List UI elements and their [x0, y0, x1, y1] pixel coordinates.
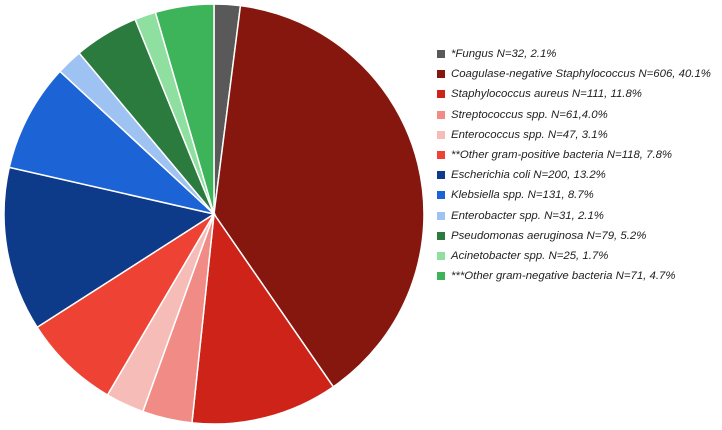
legend-item: Enterobacter spp. N=31, 2.1% — [437, 206, 711, 226]
legend-label: **Other gram-positive bacteria N=118, 7.… — [451, 149, 673, 162]
legend-item: Coagulase-negative Staphylococcus N=606,… — [437, 64, 711, 84]
pie-slice — [154, 3, 215, 215]
legend-item: Staphylococcus aureus N=111, 11.8% — [437, 84, 711, 104]
legend-label: Klebsiella spp. N=131, 8.7% — [451, 189, 594, 202]
legend-swatch — [437, 171, 445, 180]
legend-swatch — [437, 211, 445, 220]
pie-slice — [213, 4, 425, 388]
legend-swatch — [437, 90, 445, 99]
chart-legend: *Fungus N=32, 2.1% Coagulase-negative Sta… — [437, 44, 711, 286]
legend-swatch — [437, 191, 445, 200]
legend-item: Streptococcus spp. N=61,4.0% — [437, 105, 711, 125]
pie-slice — [3, 166, 216, 329]
legend-item: **Other gram-positive bacteria N=118, 7.… — [437, 145, 711, 165]
legend-item: *Fungus N=32, 2.1% — [437, 44, 711, 64]
legend-label: Staphylococcus aureus N=111, 11.8% — [451, 88, 642, 101]
legend-label: Enterococcus spp. N=47, 3.1% — [451, 128, 608, 141]
legend-item: Acinetobacter spp. N=25, 1.7% — [437, 246, 711, 266]
pie-slice — [8, 70, 217, 216]
legend-swatch — [437, 272, 445, 281]
legend-item: Enterococcus spp. N=47, 3.1% — [437, 125, 711, 145]
legend-swatch — [437, 151, 445, 160]
pie-slice — [191, 211, 335, 425]
legend-label: ***Other gram-negative bacteria N=71, 4.… — [451, 270, 676, 283]
legend-swatch — [437, 231, 445, 240]
legend-label: Streptococcus spp. N=61,4.0% — [451, 108, 608, 121]
legend-swatch — [437, 251, 445, 260]
legend-swatch — [437, 70, 445, 79]
legend-label: Enterobacter spp. N=31, 2.1% — [451, 209, 604, 222]
legend-item: Pseudomonas aeruginosa N=79, 5.2% — [437, 226, 711, 246]
legend-label: Pseudomonas aeruginosa N=79, 5.2% — [451, 229, 647, 242]
pie-slice — [36, 213, 215, 396]
legend-swatch — [437, 110, 445, 119]
legend-label: Coagulase-negative Staphylococcus N=606,… — [451, 68, 711, 81]
legend-label: Acinetobacter spp. N=25, 1.7% — [451, 249, 609, 262]
legend-item: Escherichia coli N=200, 13.2% — [437, 165, 711, 185]
legend-item: Klebsiella spp. N=131, 8.7% — [437, 185, 711, 205]
legend-item: ***Other gram-negative bacteria N=71, 4.… — [437, 266, 711, 286]
legend-label: Escherichia coli N=200, 13.2% — [451, 169, 606, 182]
legend-swatch — [437, 50, 445, 59]
legend-swatch — [437, 130, 445, 139]
legend-label: *Fungus N=32, 2.1% — [451, 48, 557, 61]
